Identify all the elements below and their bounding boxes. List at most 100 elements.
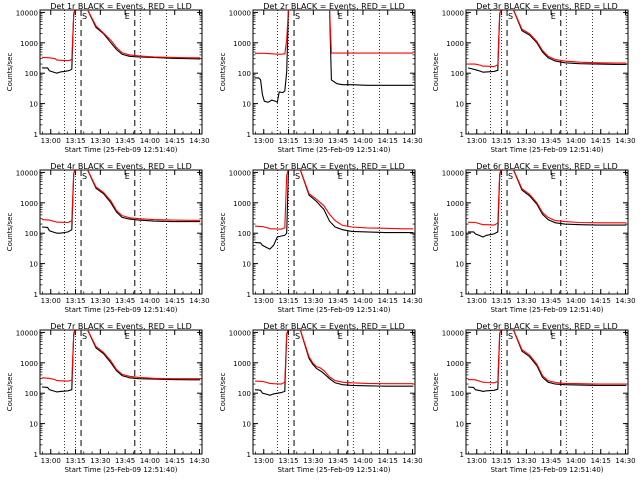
y-tick-label: 1000 [233, 360, 251, 368]
marker-label-s: S [508, 12, 513, 21]
plot-frame [465, 9, 629, 135]
x-tick-label: 13:15 [278, 137, 298, 145]
plot-frame [39, 329, 203, 455]
x-axis-label: Start Time (25-Feb-09 12:51:40) [277, 146, 390, 154]
x-axis-label: Start Time (25-Feb-09 12:51:40) [277, 306, 390, 314]
x-tick-label: 14:00 [566, 137, 586, 145]
y-tick-label: 1 [247, 291, 251, 299]
y-tick-label: 1000 [20, 40, 38, 48]
y-tick-label: 10000 [229, 329, 251, 337]
x-tick-label: 13:45 [328, 457, 348, 465]
y-tick-label: 1000 [446, 360, 464, 368]
marker-label-e: E [125, 172, 130, 181]
plot-frame [252, 9, 416, 135]
marker-label-s: S [82, 172, 87, 181]
x-tick-label: 13:30 [90, 297, 110, 305]
y-axis-label: Counts/sec [432, 53, 440, 92]
y-tick-label: 1000 [20, 200, 38, 208]
x-tick-label: 14:15 [591, 137, 611, 145]
y-tick-label: 1 [247, 451, 251, 459]
y-tick-label: 10000 [16, 329, 38, 337]
y-tick-label: 100 [25, 230, 38, 238]
x-tick-label: 13:30 [90, 457, 110, 465]
x-tick-label: 13:30 [516, 137, 536, 145]
x-tick-label: 14:30 [402, 457, 422, 465]
lld-series-line [41, 170, 201, 224]
y-tick-label: 1000 [446, 40, 464, 48]
y-tick-label: 1 [34, 451, 38, 459]
y-tick-label: 1 [34, 131, 38, 139]
y-axis-label: Counts/sec [432, 213, 440, 252]
y-tick-label: 10 [242, 261, 251, 269]
y-tick-label: 10 [29, 101, 38, 109]
panel-7: Det 7r BLACK = Events, RED = LLD 1 10 100 10… [6, 322, 210, 474]
x-tick-label: 13:30 [303, 137, 323, 145]
marker-label-e: E [338, 332, 343, 341]
y-tick-label: 100 [451, 70, 464, 78]
x-tick-label: 14:30 [189, 297, 209, 305]
lld-series-line [468, 10, 627, 68]
y-tick-label: 100 [25, 390, 38, 398]
x-tick-label: 13:45 [541, 457, 561, 465]
x-axis-label: Start Time (25-Feb-09 12:51:40) [277, 466, 390, 474]
lld-series-line [254, 170, 414, 230]
y-tick-label: 100 [25, 70, 38, 78]
x-tick-label: 14:30 [402, 297, 422, 305]
x-tick-label: 13:30 [303, 457, 323, 465]
x-tick-label: 13:45 [541, 297, 561, 305]
y-tick-label: 10 [29, 421, 38, 429]
x-tick-label: 13:30 [516, 297, 536, 305]
x-tick-label: 14:30 [615, 457, 635, 465]
x-tick-label: 13:30 [303, 297, 323, 305]
marker-label-s: S [295, 12, 300, 21]
y-tick-label: 10000 [442, 329, 464, 337]
y-tick-label: 10 [455, 101, 464, 109]
events-series-line [467, 330, 627, 392]
panel-title: Det 1r BLACK = Events, RED = LLD [50, 2, 192, 11]
x-tick-label: 14:15 [165, 137, 185, 145]
y-tick-label: 1000 [20, 360, 38, 368]
y-axis-label: Counts/sec [6, 213, 14, 252]
panel-title: Det 7r BLACK = Events, RED = LLD [50, 322, 192, 331]
plot-frame [465, 329, 629, 455]
x-tick-label: 14:30 [189, 457, 209, 465]
x-tick-label: 13:00 [467, 137, 487, 145]
panel-title: Det 4r BLACK = Events, RED = LLD [50, 162, 192, 171]
y-axis-label: Counts/sec [432, 373, 440, 412]
x-tick-label: 14:15 [378, 137, 398, 145]
events-series-line [41, 330, 201, 393]
y-tick-label: 10000 [16, 169, 38, 177]
y-tick-label: 10 [455, 421, 464, 429]
x-tick-label: 14:15 [378, 297, 398, 305]
x-tick-label: 13:00 [254, 457, 274, 465]
x-axis-label: Start Time (25-Feb-09 12:51:40) [490, 466, 603, 474]
y-tick-label: 100 [238, 390, 251, 398]
x-tick-label: 14:30 [615, 297, 635, 305]
panel-title: Det 3r BLACK = Events, RED = LLD [476, 2, 618, 11]
events-series-line [468, 170, 627, 238]
marker-label-e: E [551, 332, 556, 341]
x-axis-label: Start Time (25-Feb-09 12:51:40) [490, 306, 603, 314]
marker-label-s: S [82, 12, 87, 21]
lld-series-line [467, 330, 627, 385]
x-tick-label: 13:45 [328, 137, 348, 145]
y-tick-label: 100 [451, 230, 464, 238]
x-axis-label: Start Time (25-Feb-09 12:51:40) [64, 306, 177, 314]
y-tick-label: 1 [34, 291, 38, 299]
panel-9: Det 9r BLACK = Events, RED = LLD 1 10 100 10… [432, 322, 636, 474]
plot-frame [252, 169, 416, 295]
x-tick-label: 13:00 [41, 457, 61, 465]
y-tick-label: 10000 [229, 9, 251, 17]
x-tick-label: 14:00 [140, 137, 160, 145]
panel-1: Det 1r BLACK = Events, RED = LLD 1 10 100 10… [6, 2, 210, 154]
marker-label-s: S [295, 172, 300, 181]
x-tick-label: 13:45 [115, 457, 135, 465]
panel-title: Det 5r BLACK = Events, RED = LLD [263, 162, 405, 171]
x-axis-label: Start Time (25-Feb-09 12:51:40) [64, 466, 177, 474]
x-tick-label: 13:15 [65, 137, 85, 145]
x-tick-label: 14:00 [140, 457, 160, 465]
panel-title: Det 6r BLACK = Events, RED = LLD [476, 162, 618, 171]
x-axis-label: Start Time (25-Feb-09 12:51:40) [490, 146, 603, 154]
x-tick-label: 13:15 [65, 457, 85, 465]
panel-8: Det 8r BLACK = Events, RED = LLD 1 10 100 10… [219, 322, 423, 474]
